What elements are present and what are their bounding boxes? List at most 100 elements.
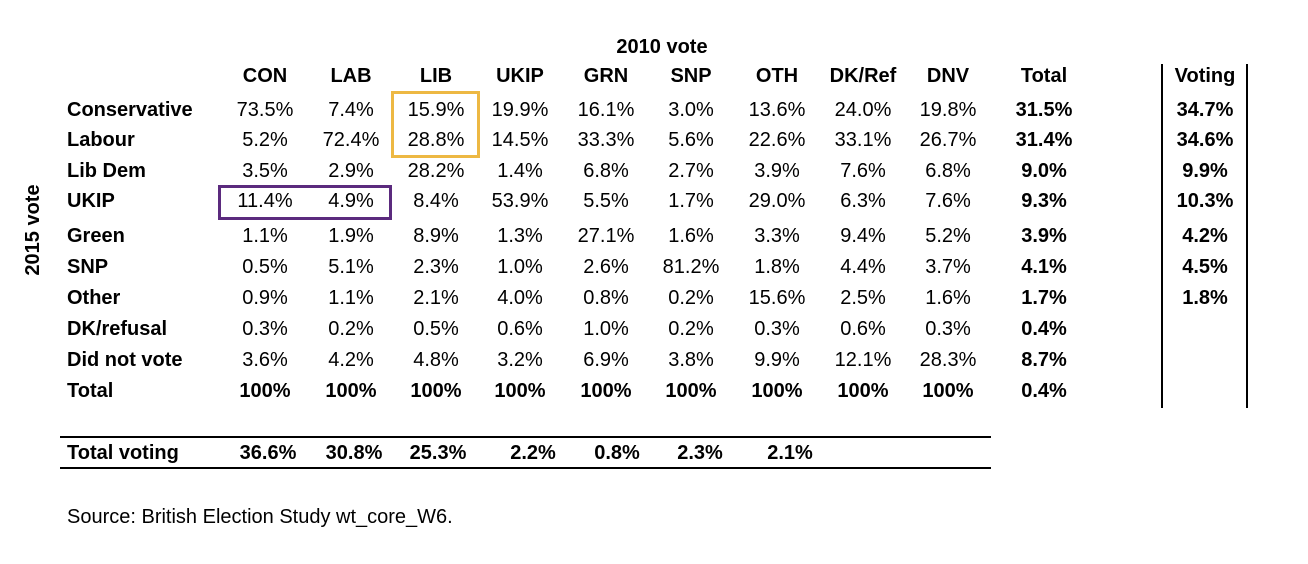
row-label: Did not vote <box>67 349 183 371</box>
table-cell: 7.6% <box>840 160 886 182</box>
table-cell: 0.3% <box>925 318 971 340</box>
row-total: 4.1% <box>1021 256 1067 278</box>
table-cell: 6.9% <box>583 349 629 371</box>
table-cell: 9.9% <box>754 349 800 371</box>
table-cell: 13.6% <box>748 99 806 121</box>
divider-right <box>1246 64 1248 408</box>
table-cell: 26.7% <box>919 129 977 151</box>
ukip-highlight-box <box>218 185 392 220</box>
total-voting-cell: 2.2% <box>510 442 556 464</box>
table-cell: 8.4% <box>413 190 459 212</box>
table-cell: 3.3% <box>754 225 800 247</box>
table-cell: 100% <box>922 380 974 402</box>
table-cell: 2.5% <box>840 287 886 309</box>
lib-highlight-box <box>391 91 480 158</box>
voting-share: 10.3% <box>1176 190 1234 212</box>
table-cell: 33.1% <box>834 129 892 151</box>
row-label: UKIP <box>67 190 115 212</box>
row-total: 1.7% <box>1021 287 1067 309</box>
table-cell: 2.6% <box>583 256 629 278</box>
table-cell: 0.2% <box>668 318 714 340</box>
table-cell: 1.3% <box>497 225 543 247</box>
table-cell: 1.1% <box>328 287 374 309</box>
row-total: 31.4% <box>1015 129 1073 151</box>
table-cell: 1.6% <box>668 225 714 247</box>
row-total: 31.5% <box>1015 99 1073 121</box>
table-cell: 0.5% <box>413 318 459 340</box>
table-cell: 4.4% <box>840 256 886 278</box>
table-cell: 27.1% <box>577 225 635 247</box>
column-header: OTH <box>755 65 799 87</box>
table-cell: 0.3% <box>754 318 800 340</box>
row-label: Other <box>67 287 121 309</box>
table-cell: 4.0% <box>497 287 543 309</box>
table-cell: 81.2% <box>662 256 720 278</box>
table-cell: 100% <box>494 380 546 402</box>
table-cell: 2.9% <box>328 160 374 182</box>
table-cell: 6.8% <box>583 160 629 182</box>
column-header: Total <box>1020 65 1068 87</box>
table-cell: 7.4% <box>328 99 374 121</box>
table-cell: 3.2% <box>497 349 543 371</box>
table-cell: 15.6% <box>748 287 806 309</box>
table-cell: 4.8% <box>413 349 459 371</box>
table-cell: 100% <box>665 380 717 402</box>
table-cell: 3.7% <box>925 256 971 278</box>
table-cell: 5.1% <box>328 256 374 278</box>
table-cell: 3.8% <box>668 349 714 371</box>
row-axis-label: 2015 vote <box>22 184 44 276</box>
row-total: 8.7% <box>1021 349 1067 371</box>
column-header: SNP <box>670 65 712 87</box>
divider-left <box>1161 64 1163 408</box>
table-cell: 0.5% <box>242 256 288 278</box>
table-cell: 28.8% <box>407 129 465 151</box>
row-label: DK/refusal <box>67 318 168 340</box>
table-cell: 4.9% <box>328 190 374 212</box>
table-cell: 100% <box>751 380 803 402</box>
row-label: Conservative <box>67 99 193 121</box>
voting-share: 9.9% <box>1182 160 1228 182</box>
table-cell: 72.4% <box>322 129 380 151</box>
table-cell: 1.9% <box>328 225 374 247</box>
table-cell: 100% <box>580 380 632 402</box>
column-header: DNV <box>926 65 970 87</box>
table-cell: 73.5% <box>236 99 294 121</box>
total-voting-cell: 36.6% <box>239 442 297 464</box>
voting-header: Voting <box>1174 65 1236 87</box>
voting-share: 34.6% <box>1176 129 1234 151</box>
row-label: Lib Dem <box>67 160 146 182</box>
table-cell: 100% <box>410 380 462 402</box>
table-cell: 28.3% <box>919 349 977 371</box>
voting-share: 1.8% <box>1182 287 1228 309</box>
column-header: GRN <box>583 65 629 87</box>
table-cell: 5.5% <box>583 190 629 212</box>
table-cell: 3.6% <box>242 349 288 371</box>
table-cell: 22.6% <box>748 129 806 151</box>
table-cell: 33.3% <box>577 129 635 151</box>
table-cell: 0.8% <box>583 287 629 309</box>
total-voting-cell: 30.8% <box>325 442 383 464</box>
table-cell: 3.9% <box>754 160 800 182</box>
table-cell: 100% <box>837 380 889 402</box>
table-cell: 7.6% <box>925 190 971 212</box>
source-note: Source: British Election Study wt_core_W… <box>67 506 453 528</box>
table-cell: 29.0% <box>748 190 806 212</box>
table-cell: 14.5% <box>491 129 549 151</box>
total-voting-bottom-rule <box>60 467 991 469</box>
table-cell: 0.6% <box>497 318 543 340</box>
voting-share: 34.7% <box>1176 99 1234 121</box>
table-cell: 1.0% <box>497 256 543 278</box>
table-cell: 53.9% <box>491 190 549 212</box>
row-label: Total <box>67 380 114 402</box>
table-cell: 6.8% <box>925 160 971 182</box>
table-cell: 2.1% <box>413 287 459 309</box>
row-total: 9.3% <box>1021 190 1067 212</box>
table-cell: 1.6% <box>925 287 971 309</box>
table-cell: 0.2% <box>668 287 714 309</box>
row-total: 9.0% <box>1021 160 1067 182</box>
total-voting-top-rule <box>60 436 991 438</box>
table-cell: 1.7% <box>668 190 714 212</box>
table-cell: 5.6% <box>668 129 714 151</box>
row-label: SNP <box>67 256 109 278</box>
table-cell: 0.2% <box>328 318 374 340</box>
